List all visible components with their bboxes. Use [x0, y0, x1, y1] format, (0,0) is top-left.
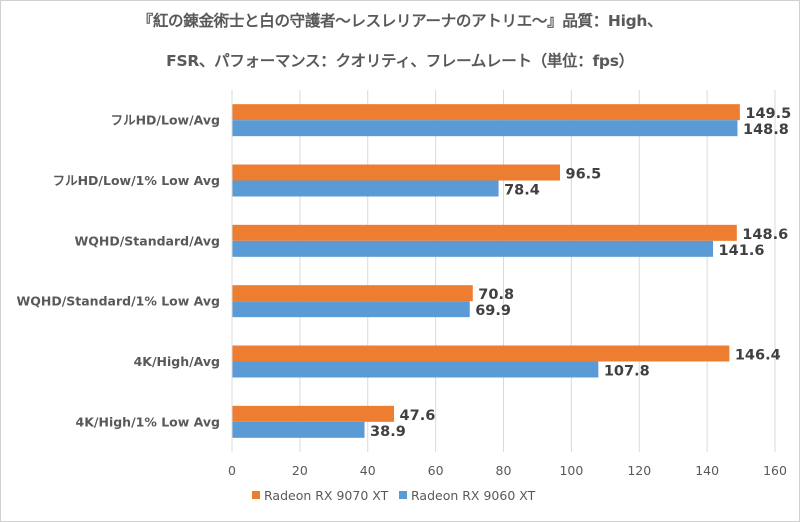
bar-rx9070xt — [232, 104, 740, 121]
x-tick-label: 140 — [695, 463, 719, 478]
category-label: 4K/High/1% Low Avg — [76, 414, 220, 429]
bar-rx9060xt — [232, 180, 499, 197]
data-label: 146.4 — [735, 348, 781, 364]
chart-title-line-2: FSR、パフォーマンス：クオリティ、フレームレート（単位：fps） — [166, 52, 634, 70]
x-tick-label: 60 — [428, 463, 444, 478]
bar-rx9060xt — [232, 421, 365, 438]
data-label: 107.8 — [604, 364, 650, 380]
bar-rx9060xt — [232, 120, 738, 137]
category-label: フルHD/Low/1% Low Avg — [53, 173, 220, 188]
bar-rx9070xt — [232, 345, 730, 362]
bar-rx9060xt — [232, 240, 714, 257]
data-label: 148.6 — [742, 227, 788, 243]
data-label: 148.8 — [743, 122, 789, 138]
data-label: 38.9 — [370, 424, 406, 440]
category-label: 4K/High/Avg — [134, 354, 220, 369]
data-label: 70.8 — [478, 287, 514, 303]
data-label: 69.9 — [475, 303, 511, 319]
bar-rx9070xt — [232, 224, 737, 241]
chart-title-line-1: 『紅の錬金術士と白の守護者～レスレリアーナのアトリエ～』品質：High、 — [137, 12, 663, 30]
x-tick-label: 20 — [292, 463, 308, 478]
bar-rx9060xt — [232, 361, 599, 378]
x-tick-label: 100 — [559, 463, 583, 478]
x-tick-label: 40 — [360, 463, 376, 478]
bar-rx9060xt — [232, 301, 470, 318]
bar-rx9070xt — [232, 164, 560, 181]
data-label: 47.6 — [400, 408, 436, 424]
data-label: 149.5 — [745, 106, 791, 122]
legend-label: Radeon RX 9060 XT — [411, 488, 536, 503]
legend-swatch — [399, 491, 407, 499]
x-tick-label: 120 — [627, 463, 651, 478]
category-label: フルHD/Low/Avg — [111, 113, 220, 128]
x-tick-label: 160 — [763, 463, 787, 478]
bar-rx9070xt — [232, 285, 473, 302]
category-label: WQHD/Standard/Avg — [74, 233, 220, 248]
legend-swatch — [252, 491, 260, 499]
data-label: 141.6 — [719, 243, 765, 259]
data-label: 78.4 — [504, 183, 540, 199]
data-label: 96.5 — [565, 167, 601, 183]
x-tick-label: 80 — [496, 463, 512, 478]
category-label: WQHD/Standard/1% Low Avg — [16, 294, 220, 309]
bar-rx9070xt — [232, 405, 395, 422]
x-tick-label: 0 — [228, 463, 236, 478]
legend-label: Radeon RX 9070 XT — [264, 488, 389, 503]
